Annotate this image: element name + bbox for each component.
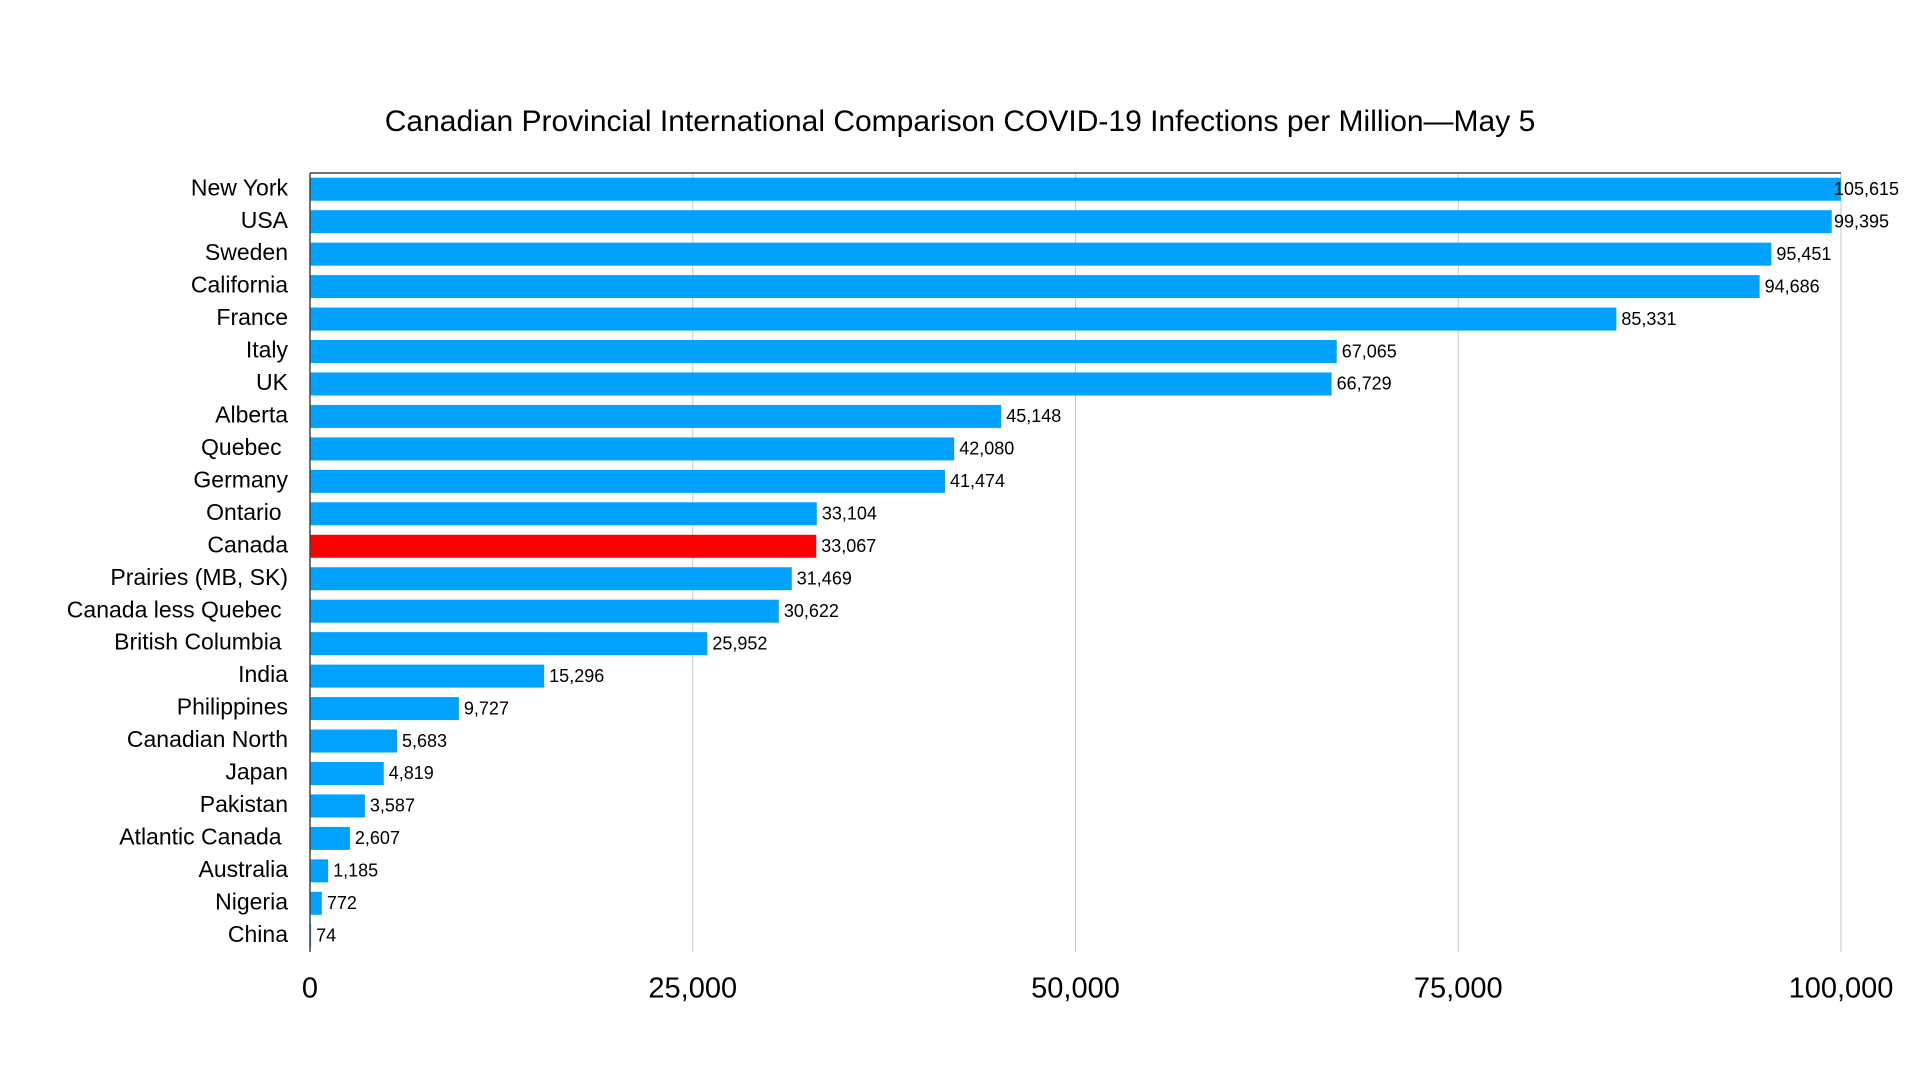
bar	[310, 826, 350, 850]
bar	[310, 437, 955, 461]
y-tick-label: Ontario	[206, 499, 288, 525]
y-tick-label: Prairies (MB, SK)	[110, 564, 288, 590]
value-label: 67,065	[1342, 341, 1397, 361]
y-tick-label: Alberta	[215, 402, 288, 428]
y-tick-label: China	[228, 921, 288, 947]
bar	[310, 469, 945, 493]
value-label: 33,067	[821, 536, 876, 556]
bar	[310, 599, 779, 623]
value-label: 31,469	[797, 568, 852, 588]
bar	[310, 891, 322, 915]
bar	[310, 632, 708, 656]
x-tick-label: 75,000	[1414, 973, 1503, 1005]
bar	[310, 761, 384, 785]
value-label: 15,296	[549, 666, 604, 686]
y-tick-label: Italy	[246, 337, 289, 363]
value-label: 30,622	[784, 601, 839, 621]
bar	[310, 502, 817, 526]
bar	[310, 177, 1841, 201]
value-label: 3,587	[370, 796, 415, 816]
bar	[310, 794, 365, 818]
y-tick-label: Quebec	[201, 434, 288, 460]
value-label: 105,615	[1834, 179, 1899, 199]
y-tick-label: Atlantic Canada	[119, 823, 288, 849]
x-tick-label: 0	[302, 973, 318, 1005]
value-label: 42,080	[959, 439, 1014, 459]
y-tick-label: Canadian North	[127, 726, 288, 752]
value-label: 9,727	[464, 698, 509, 718]
value-label: 772	[327, 893, 357, 913]
grid	[692, 173, 1842, 952]
value-label: 94,686	[1765, 276, 1820, 296]
bar	[310, 697, 459, 721]
y-tick-label: Japan	[225, 759, 288, 785]
value-label: 33,104	[822, 504, 877, 524]
y-tick-label: California	[191, 272, 288, 298]
value-label: 99,395	[1834, 211, 1889, 231]
x-tick-label: 100,000	[1789, 973, 1894, 1005]
bar	[310, 567, 792, 591]
bar	[310, 534, 817, 558]
y-tick-label: Australia	[199, 856, 289, 882]
y-tick-label: British Columbia	[114, 629, 288, 655]
value-label: 41,474	[950, 471, 1005, 491]
y-tick-label: Nigeria	[215, 888, 288, 914]
x-tick-label: 50,000	[1031, 973, 1120, 1005]
value-label: 74	[316, 926, 336, 946]
bar	[310, 404, 1002, 428]
value-label: 2,607	[355, 828, 400, 848]
y-tick-label: France	[216, 304, 288, 330]
bar	[310, 859, 329, 883]
value-label: 5,683	[402, 731, 447, 751]
value-label: 85,331	[1621, 309, 1676, 329]
y-tick-label: Philippines	[177, 694, 288, 720]
y-tick-label: Canada less Quebec	[67, 596, 288, 622]
y-tick-label: USA	[241, 207, 289, 233]
bar	[310, 210, 1832, 234]
value-label: 66,729	[1337, 374, 1392, 394]
y-tick-label: Germany	[193, 466, 288, 492]
bar	[310, 729, 398, 753]
y-tick-label: New York	[191, 174, 289, 200]
value-label: 25,952	[712, 633, 767, 653]
y-tick-label: Pakistan	[200, 791, 288, 817]
x-tick-label: 25,000	[648, 973, 737, 1005]
value-label: 4,819	[389, 763, 434, 783]
y-tick-label: Sweden	[205, 239, 288, 265]
value-label: 95,451	[1776, 244, 1831, 264]
bar	[310, 275, 1760, 299]
value-label: 45,148	[1006, 406, 1061, 426]
chart-title: Canadian Provincial International Compar…	[385, 105, 1536, 138]
y-tick-label: India	[238, 661, 288, 687]
y-tick-label: Canada	[207, 531, 288, 557]
bar	[310, 307, 1617, 331]
bar	[310, 340, 1337, 364]
value-label: 1,185	[333, 861, 378, 881]
bars	[310, 177, 1841, 948]
labels: 0 25,000 50,000 75,000 100,000 New York 105,61…	[67, 174, 1899, 1004]
bar	[310, 372, 1332, 396]
bar	[310, 664, 545, 688]
y-tick-label: UK	[256, 369, 289, 395]
bar	[310, 242, 1772, 266]
